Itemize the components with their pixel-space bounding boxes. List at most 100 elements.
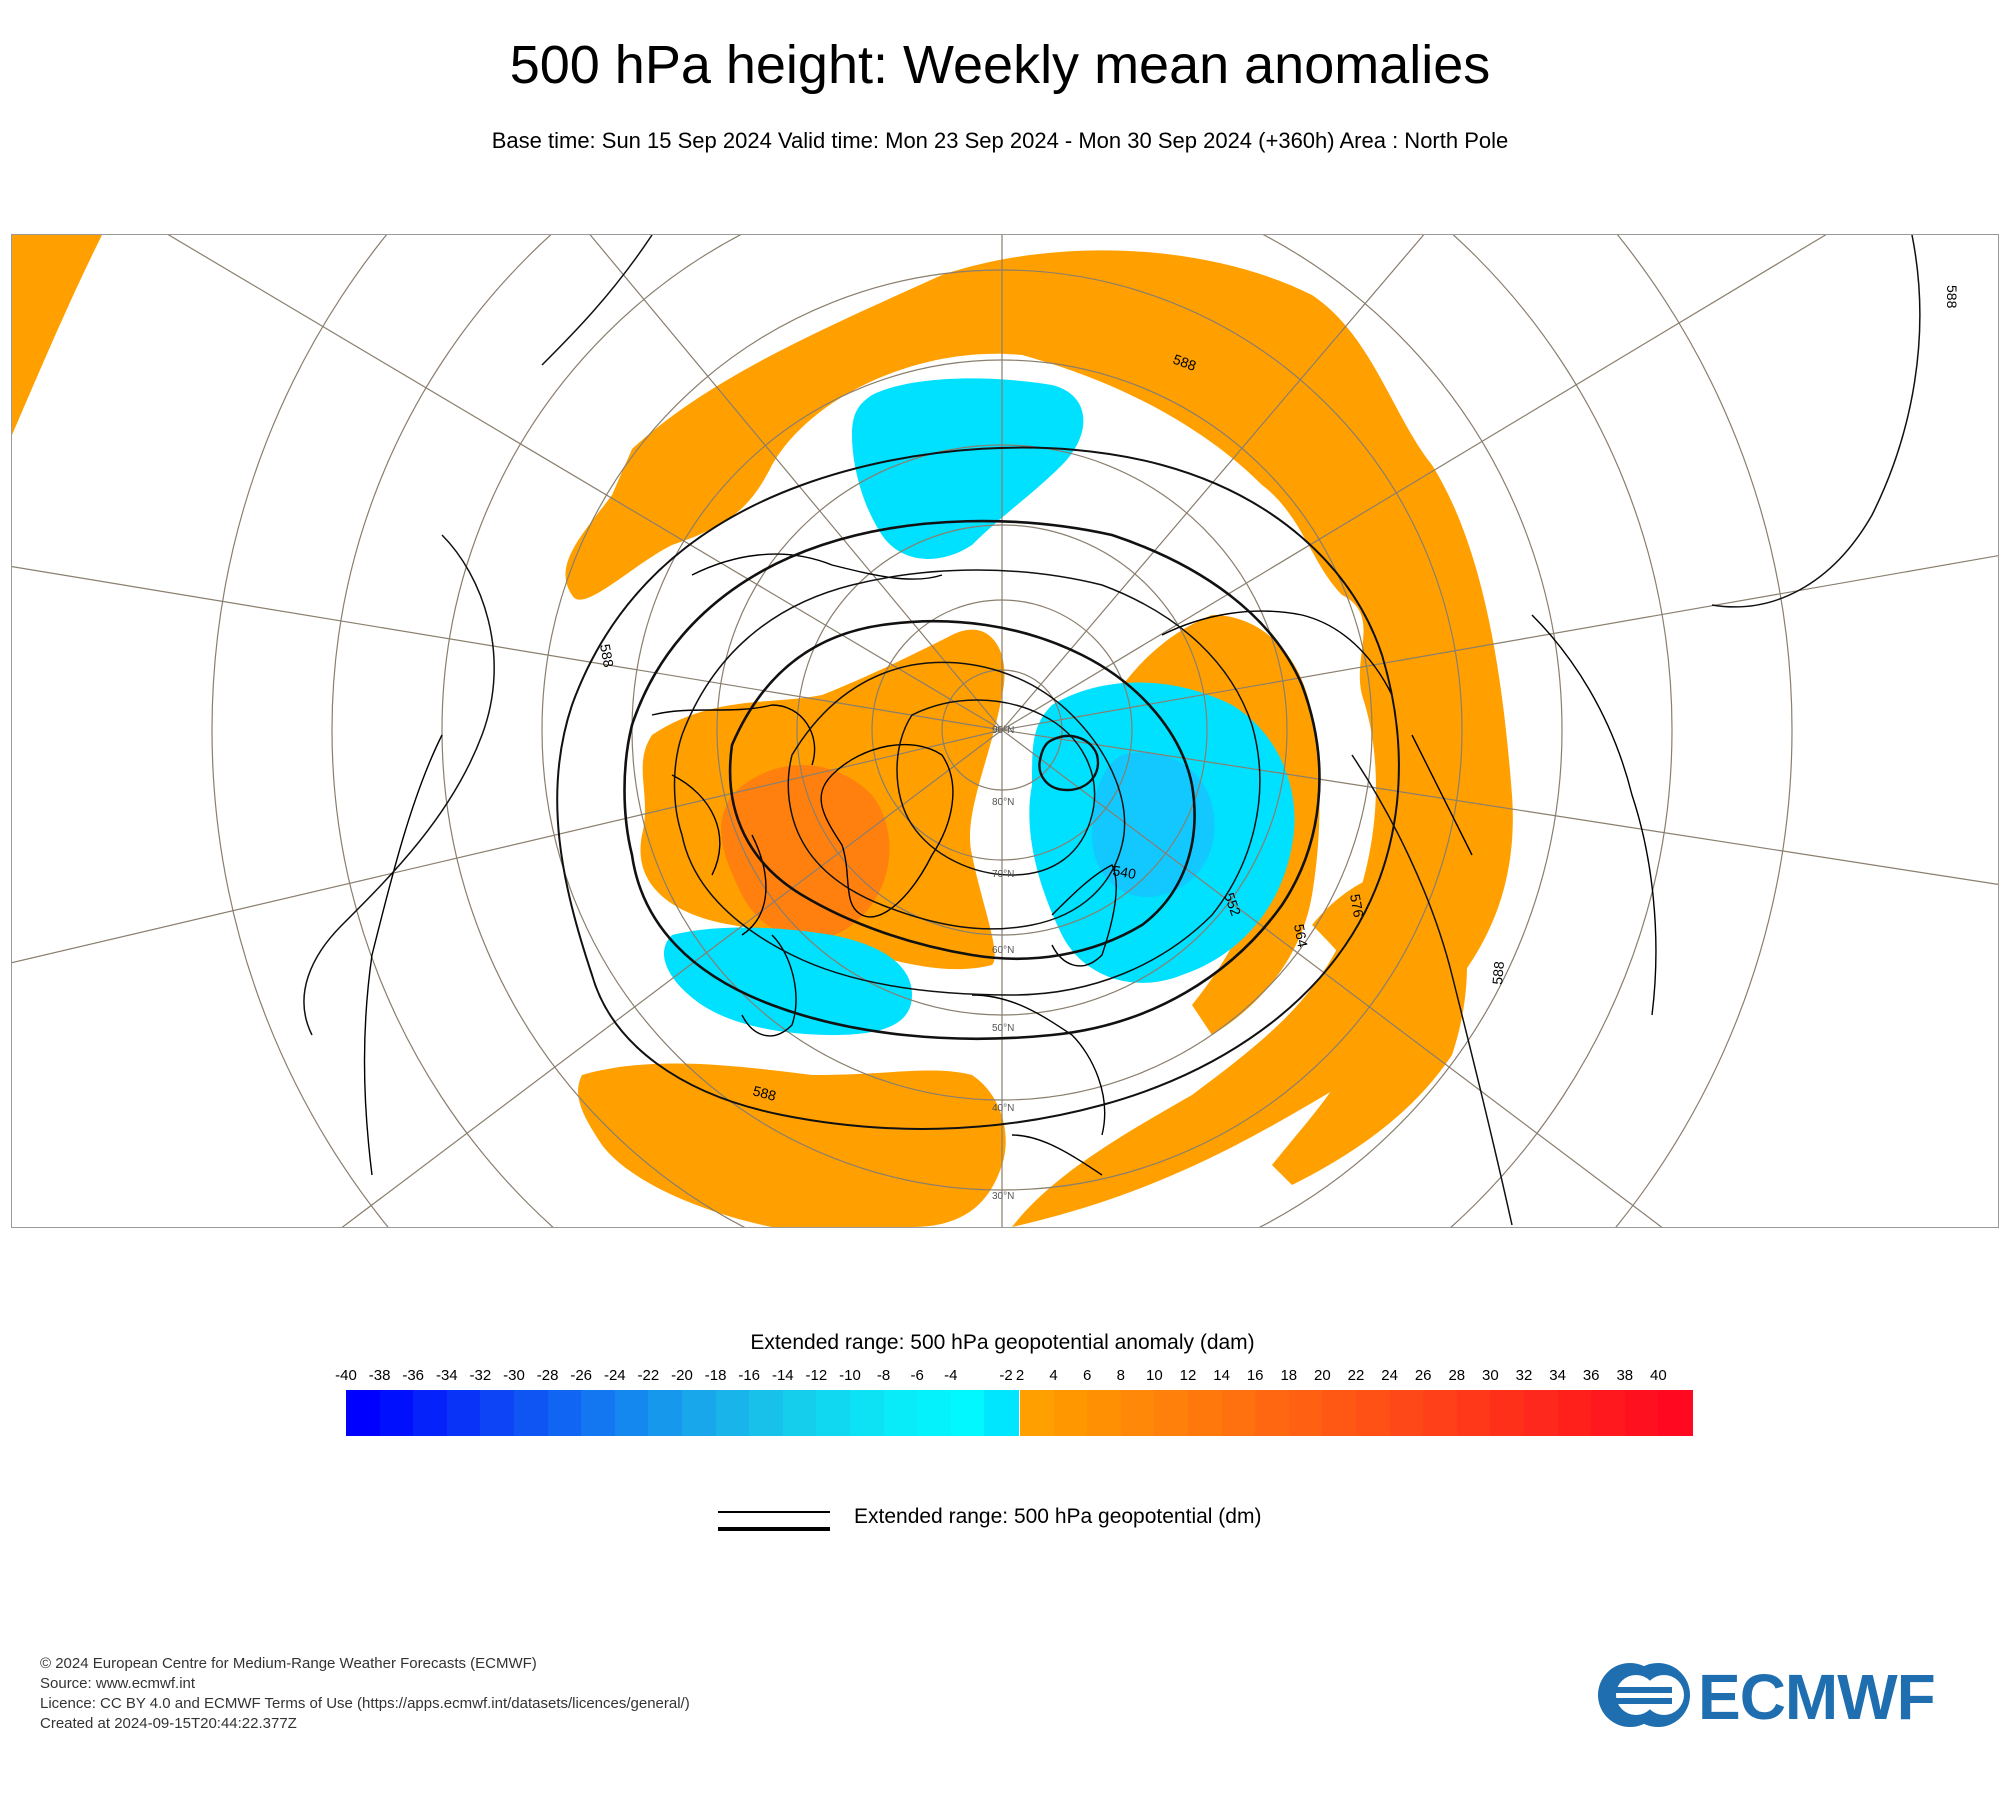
colorbar-segment-positive [1053, 1390, 1088, 1436]
colorbar-segment-negative [984, 1390, 1019, 1436]
colorbar-tick-labels: -40 -38 -36 -34 -32 -30 -28 -26 -24 -22 -20 -18 -16-… [0, 1367, 2000, 1387]
colorbar-tick-label: -26 [570, 1367, 593, 1384]
colorbar-tick-label: 40 [1650, 1367, 1667, 1384]
lat-circle-20 [441, 235, 1563, 1227]
lat-label-70: 70°N [992, 869, 1014, 880]
contour-label: 588 [751, 1082, 778, 1104]
lat-label-40: 40°N [992, 1103, 1014, 1114]
anomaly-legend-title: Extended range: 500 hPa geopotential ano… [750, 1331, 1255, 1354]
colorbar-segment-positive [1120, 1390, 1155, 1436]
colorbar-segment-negative [581, 1390, 616, 1436]
positive-anomaly-atlantic [578, 1063, 1006, 1227]
colorbar-tick-label: -28 [536, 1367, 559, 1384]
colorbar-segment-positive [1624, 1390, 1659, 1436]
colorbar-tick-label: -36 [402, 1367, 425, 1384]
canada-arctic-coast [651, 704, 816, 936]
lat-circle-0 [211, 235, 1793, 1227]
colorbar-tick-label: 2 [1015, 1367, 1025, 1384]
lat-label-90: 90°N [992, 725, 1014, 736]
greenland-coast [820, 743, 954, 918]
strong-positive-anomaly [721, 765, 890, 940]
colorbar-segment-negative [749, 1390, 784, 1436]
contour-label: 552 [1221, 891, 1244, 919]
negative-anomaly-alaska [852, 378, 1084, 559]
colorbar-segment-positive [1221, 1390, 1256, 1436]
colorbar-segment-negative [614, 1390, 649, 1436]
contour-label: 540 [1111, 862, 1137, 882]
colorbar-tick-label: 16 [1246, 1367, 1264, 1384]
colorbar-segment-negative [480, 1390, 515, 1436]
contour-label: 588 [1171, 351, 1199, 374]
colorbar-segment-positive [1322, 1390, 1357, 1436]
colorbar-segment-negative [346, 1390, 381, 1436]
colorbar-segment-positive [1020, 1390, 1055, 1436]
contour-legend-label: Extended range: 500 hPa geopotential (dm… [854, 1505, 1262, 1528]
colorbar-segment-negative [715, 1390, 750, 1436]
contour-label: 588 [597, 643, 617, 669]
lat-label-80: 80°N [992, 797, 1014, 808]
north-america-west-coast [363, 734, 443, 1176]
contour-label-group: 588 588 588 588 588 576 564 552 540 [597, 285, 1960, 1104]
colorbar-tick-label: -40 [335, 1367, 357, 1384]
colorbar-segment-positive [1255, 1390, 1290, 1436]
contour-label: 564 [1291, 923, 1311, 949]
map-svg: 588 588 588 588 588 576 564 552 540 90°N… [12, 235, 1998, 1227]
positive-anomaly-fields [12, 235, 1513, 1227]
colorbar-segment-positive [1389, 1390, 1424, 1436]
positive-anomaly-core [721, 765, 890, 940]
colorbar-tick-label: -8 [876, 1367, 891, 1384]
contour-legend: Extended range: 500 hPa geopotential (dm… [718, 1505, 1318, 1545]
colorbar-tick-label: -14 [771, 1367, 794, 1384]
colorbar-tick-label: -20 [671, 1367, 693, 1384]
colorbar-segment-negative [850, 1390, 885, 1436]
colorbar-tick-label: -4 [944, 1367, 958, 1384]
contour-label: 576 [1347, 893, 1367, 919]
lat-circle-10 [331, 235, 1673, 1227]
colorbar-tick-label: -22 [637, 1367, 660, 1384]
colorbar-tick-label: -2 [999, 1367, 1013, 1384]
contour-528 [896, 699, 1096, 876]
asia-coast [1161, 610, 1473, 856]
anomaly-colorbar [0, 1390, 2000, 1436]
footer-source: Source: www.ecmwf.int [40, 1675, 196, 1692]
colorbar-tick-label: -16 [738, 1367, 761, 1384]
colorbar-tick-label: -24 [603, 1367, 626, 1384]
colorbar-segment-negative [547, 1390, 582, 1436]
contour-588-outer [556, 446, 1400, 1130]
strong-negative-anomaly [1092, 752, 1215, 897]
negative-anomaly-northeast-pacific [663, 927, 912, 1035]
colorbar-segment-positive [1456, 1390, 1491, 1436]
colorbar-tick-label: 18 [1280, 1367, 1298, 1384]
colorbar-segment-positive [1087, 1390, 1122, 1436]
colorbar-segment-positive [1524, 1390, 1559, 1436]
colorbar-tick-label: 8 [1116, 1367, 1125, 1384]
colorbar-tick-label: 38 [1616, 1367, 1634, 1384]
contour-516 [1038, 734, 1100, 792]
polar-map: 588 588 588 588 588 576 564 552 540 90°N… [11, 234, 1999, 1228]
colorbar-tick-label: -32 [469, 1367, 492, 1384]
ecmwf-logo: ECMWF [1596, 1660, 1976, 1733]
colorbar-segment-positive [1288, 1390, 1323, 1436]
scandinavia-coast [1051, 864, 1117, 967]
alaska-coast [691, 553, 943, 580]
footer-created: Created at 2024-09-15T20:44:22.377Z [40, 1715, 297, 1732]
chart-title: 500 hPa height: Weekly mean anomalies [509, 35, 1491, 95]
lat-label-50: 50°N [992, 1023, 1014, 1034]
colorbar-segment-positive [1658, 1390, 1693, 1436]
colorbar-segment-negative [413, 1390, 448, 1436]
colorbar-segment-positive [1591, 1390, 1626, 1436]
colorbar-segment-negative [514, 1390, 549, 1436]
colorbar-tick-label: 22 [1347, 1367, 1365, 1384]
colorbar-tick-label: 20 [1314, 1367, 1331, 1384]
colorbar-tick-label: -10 [839, 1367, 861, 1384]
colorbar-tick-label: -6 [910, 1367, 924, 1384]
contour-line-sample [718, 1509, 830, 1531]
colorbar-tick-label: 30 [1482, 1367, 1499, 1384]
colorbar-segment-positive [1490, 1390, 1525, 1436]
colorbar-segment-positive [1557, 1390, 1592, 1436]
contour-540 [787, 661, 1126, 930]
colorbar-segment-negative [446, 1390, 481, 1436]
europe-coast [971, 994, 1106, 1176]
contour-label: 588 [1489, 960, 1507, 985]
lat-label-30: 30°N [992, 1191, 1014, 1202]
